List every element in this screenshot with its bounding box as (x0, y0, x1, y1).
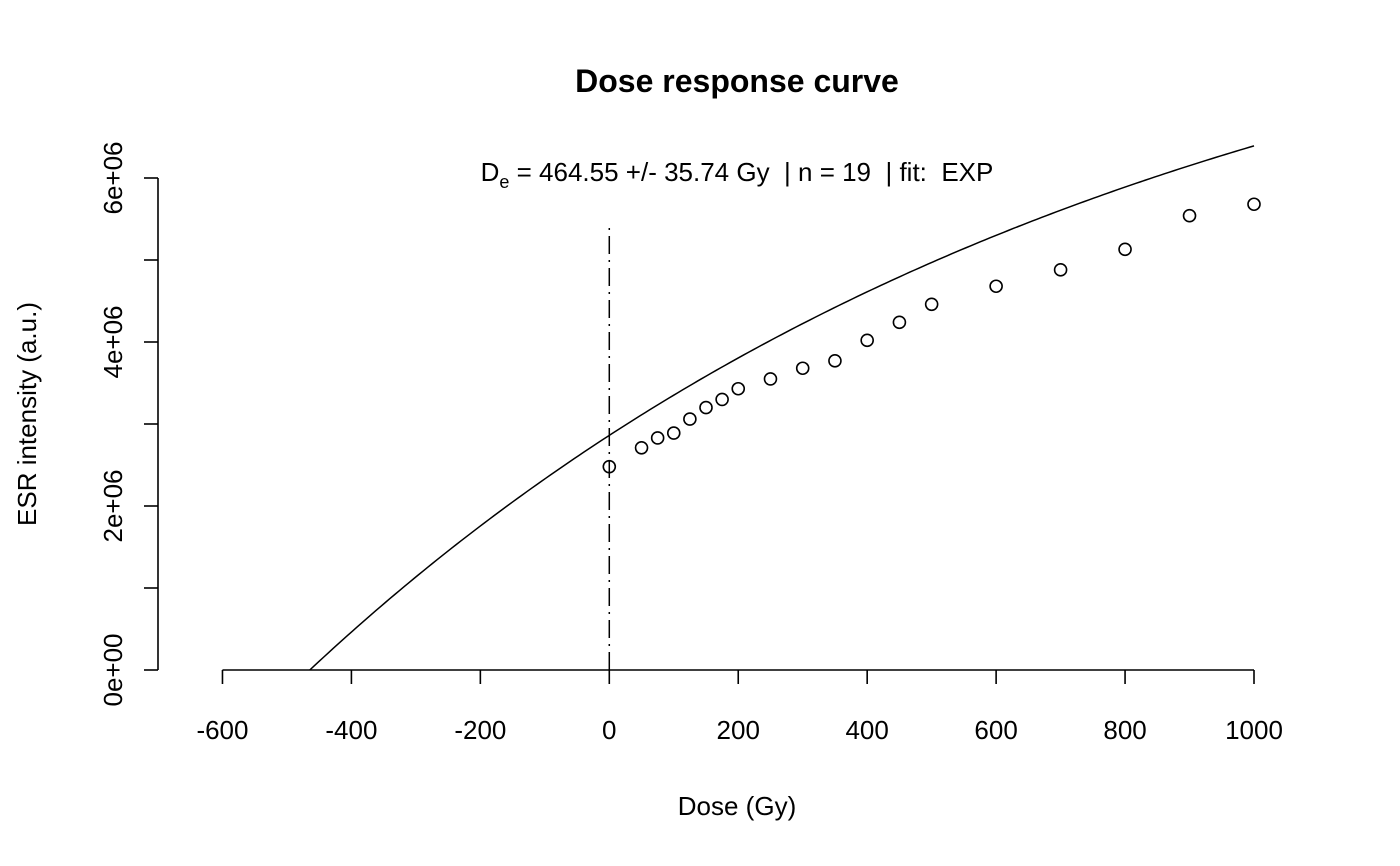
y-tick-label: 2e+06 (98, 469, 128, 542)
x-tick-label: 200 (717, 715, 760, 745)
x-axis-ticks: -600 -400 -200 0 200 400 600 800 1000 (196, 670, 1283, 745)
data-point (1053, 263, 1068, 277)
data-point (795, 361, 810, 376)
data-point (602, 459, 617, 474)
x-tick-label: -200 (454, 715, 506, 745)
subtitle-d: D (481, 157, 500, 187)
data-point (650, 431, 665, 445)
subtitle-text: = 464.55 +/- 35.74 Gy | n = 19 | fit: EX… (509, 157, 993, 187)
data-point (924, 297, 939, 312)
y-axis-label: ESR intensity (a.u.) (12, 302, 42, 526)
data-point (731, 381, 746, 396)
x-tick-label: 0 (602, 715, 616, 745)
chart-subtitle: De = 464.55 +/- 35.74 Gy | n = 19 | fit:… (481, 157, 994, 192)
y-tick-label: 0e+00 (98, 633, 128, 706)
data-point (683, 412, 697, 426)
y-axis-ticks: 0e+00 2e+06 4e+06 6e+06 (98, 141, 158, 707)
chart-title: Dose response curve (575, 63, 899, 99)
y-tick-label: 4e+06 (98, 305, 128, 378)
fit-curve (309, 145, 1255, 671)
x-tick-label: 400 (845, 715, 888, 745)
x-tick-label: -400 (325, 715, 377, 745)
x-tick-label: 600 (974, 715, 1017, 745)
data-point (1118, 242, 1132, 257)
data-points (602, 197, 1261, 474)
x-axis-label: Dose (Gy) (678, 791, 796, 821)
data-point (763, 372, 778, 386)
data-point (666, 426, 681, 440)
data-point (1182, 208, 1197, 223)
data-point (989, 279, 1003, 294)
data-point (860, 333, 874, 348)
data-point (715, 392, 729, 407)
y-tick-label: 6e+06 (98, 141, 128, 214)
data-point (1247, 197, 1261, 212)
data-point (699, 400, 713, 415)
x-tick-label: 800 (1103, 715, 1146, 745)
data-point (634, 440, 649, 455)
subtitle-sub: e (499, 172, 509, 192)
data-point (828, 354, 842, 368)
x-tick-label: 1000 (1225, 715, 1283, 745)
data-point (892, 315, 907, 330)
x-tick-label: -600 (196, 715, 248, 745)
